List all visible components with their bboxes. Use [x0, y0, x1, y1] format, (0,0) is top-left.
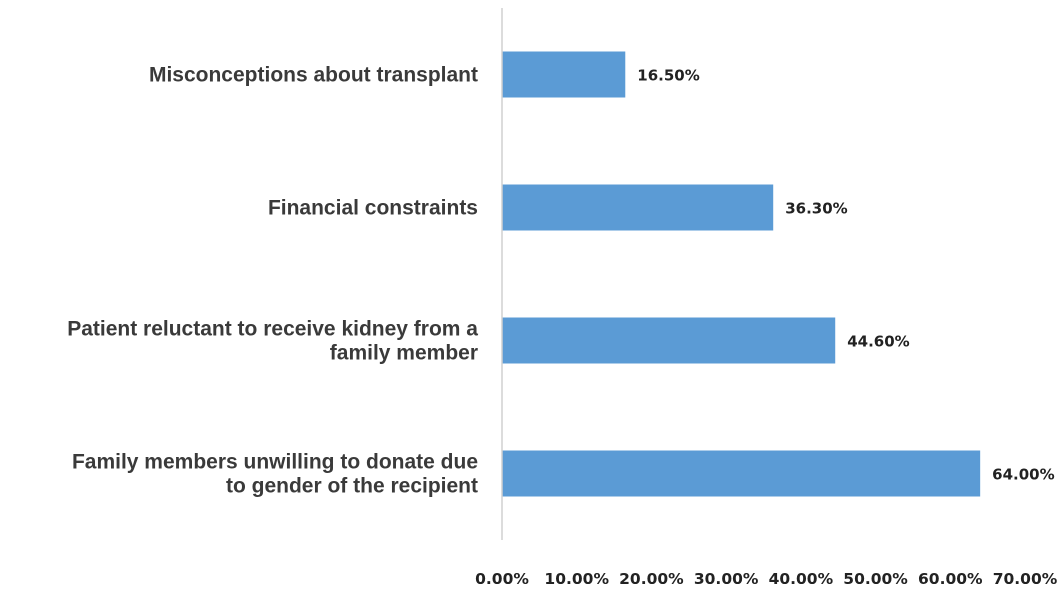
- category-label: Misconceptions about transplant: [149, 64, 478, 87]
- data-label: 44.60%: [847, 333, 909, 351]
- category-label: Financial constraints: [268, 197, 478, 220]
- category-label: to gender of the recipient: [226, 475, 478, 498]
- category-label: Family members unwilling to donate due: [72, 451, 478, 474]
- x-tick-label: 10.00%: [544, 570, 609, 588]
- x-axis-tick-labels: 0.00% 10.00% 20.00% 30.00% 40.00% 50.00% 60.00…: [475, 570, 1058, 588]
- bar: [502, 450, 981, 497]
- x-tick-label: 60.00%: [918, 570, 983, 588]
- x-tick-label: 30.00%: [694, 570, 759, 588]
- x-tick-label: 50.00%: [843, 570, 908, 588]
- x-tick-label: 40.00%: [769, 570, 834, 588]
- bar: [502, 51, 626, 98]
- x-tick-label: 70.00%: [993, 570, 1058, 588]
- x-tick-label: 0.00%: [475, 570, 529, 588]
- data-label: 16.50%: [637, 67, 699, 85]
- category-labels: Misconceptions about transplant Financial…: [67, 64, 478, 498]
- data-label: 36.30%: [785, 200, 847, 218]
- bar: [502, 317, 836, 364]
- x-tick-label: 20.00%: [619, 570, 684, 588]
- category-label: family member: [330, 342, 478, 365]
- data-label: 64.00%: [992, 466, 1054, 484]
- bar: [502, 184, 774, 231]
- data-labels: 16.50% 36.30% 44.60% 64.00%: [637, 67, 1054, 484]
- bars-group: [502, 51, 981, 497]
- category-label: Patient reluctant to receive kidney from…: [67, 318, 478, 341]
